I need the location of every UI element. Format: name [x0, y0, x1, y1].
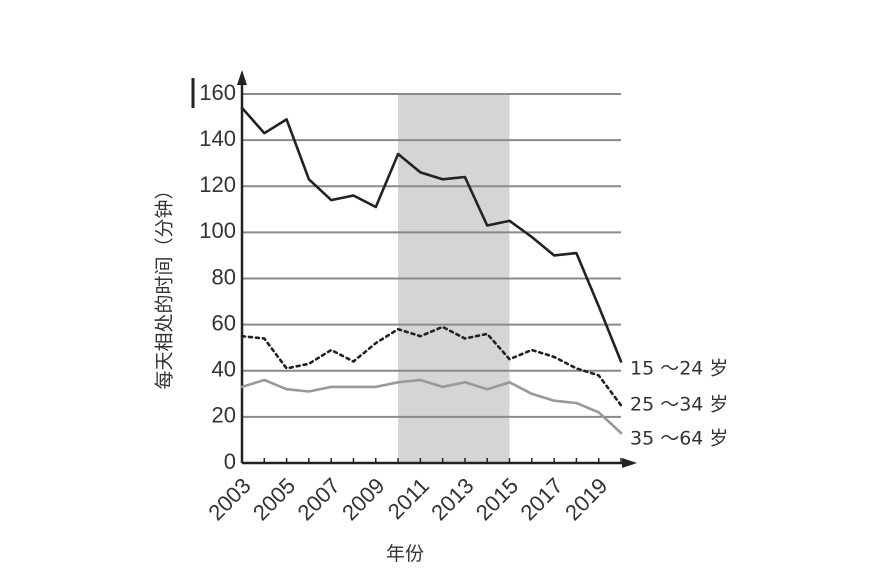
- axes: [191, 70, 637, 468]
- series-lines: [240, 106, 623, 435]
- series-label-1: 15 ～24 岁: [630, 358, 728, 380]
- x-tick-label: 2007: [293, 473, 345, 525]
- gridlines: [242, 93, 621, 418]
- series-labels: 15 ～24 岁 25 ～34 岁 35 ～64 岁: [630, 358, 728, 450]
- x-tick-label: 2011: [383, 473, 434, 524]
- series-line-3: [240, 378, 623, 435]
- y-tick-label: 140: [199, 126, 236, 151]
- series-line-1: [240, 106, 623, 363]
- x-tick-label: 2013: [426, 473, 478, 525]
- y-tick-label: 60: [212, 310, 236, 335]
- x-tick-label: 2019: [560, 473, 612, 525]
- y-axis-arrow: [237, 70, 247, 85]
- x-tick-label: 2005: [248, 473, 300, 525]
- y-tick-label: 100: [199, 218, 236, 243]
- x-axis-title: 年份: [386, 543, 424, 565]
- x-tick-label: 2009: [337, 473, 389, 525]
- y-tick-label: 40: [212, 357, 236, 382]
- series-label-3: 35 ～64 岁: [630, 428, 728, 450]
- y-axis-title: 每天相处的时间（分钟）: [154, 180, 176, 389]
- y-tick-label: 120: [199, 172, 236, 197]
- x-tick-label: 2003: [203, 473, 255, 525]
- y-tick-label: 0: [224, 449, 236, 474]
- y-tick-label: 20: [212, 403, 236, 428]
- series-label-2: 25 ～34 岁: [630, 394, 728, 416]
- x-axis-arrow: [622, 458, 637, 468]
- series-line-2: [240, 325, 623, 407]
- x-tick-label: 2015: [471, 473, 523, 525]
- y-tick-label: 80: [212, 264, 236, 289]
- y-tick-label: 160: [199, 80, 236, 105]
- x-tick-label: 2017: [515, 473, 567, 525]
